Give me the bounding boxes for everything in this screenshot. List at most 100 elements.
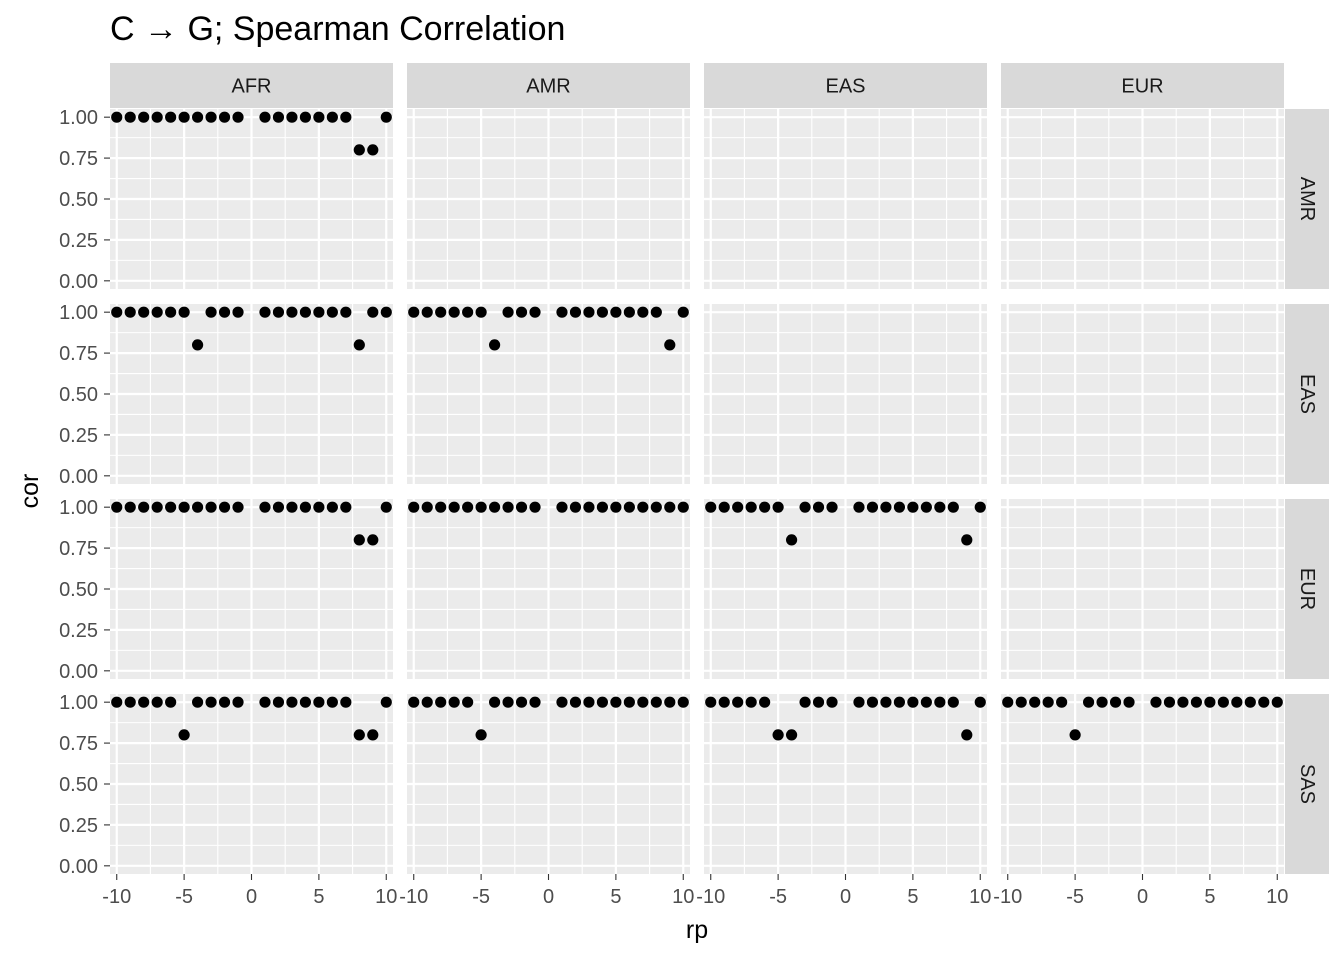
- data-point: [745, 696, 757, 708]
- data-point: [462, 696, 474, 708]
- row-strip-background: [1285, 499, 1329, 679]
- panel-eas-eas: [704, 304, 987, 484]
- chart-title: C → G; Spearman Correlation: [110, 10, 565, 48]
- x-tick-label: 5: [1204, 886, 1215, 908]
- data-point: [732, 501, 744, 513]
- y-tick-label: 1.00: [59, 302, 98, 324]
- data-point: [650, 696, 662, 708]
- data-point: [165, 696, 177, 708]
- data-point: [353, 339, 365, 351]
- data-point: [448, 696, 460, 708]
- data-point: [529, 501, 541, 513]
- data-point: [232, 306, 244, 318]
- panel-eas-amr: [407, 304, 690, 484]
- data-point: [286, 111, 298, 123]
- data-point: [299, 306, 312, 318]
- data-point: [1069, 729, 1081, 741]
- row-strip-background: [1285, 304, 1329, 484]
- data-point: [178, 729, 190, 741]
- data-point: [947, 696, 959, 708]
- data-point: [677, 306, 689, 318]
- data-point: [610, 696, 622, 708]
- data-point: [1163, 696, 1176, 708]
- data-point: [111, 696, 123, 708]
- data-point: [205, 696, 217, 708]
- row-strip-label: EAS: [1296, 374, 1318, 414]
- data-point: [286, 696, 298, 708]
- x-tick-label: 10: [1266, 886, 1288, 908]
- x-tick-label: 10: [375, 886, 397, 908]
- data-point: [502, 501, 514, 513]
- data-point: [340, 111, 352, 123]
- data-point: [637, 501, 649, 513]
- data-point: [218, 306, 231, 318]
- data-point: [111, 306, 123, 318]
- data-point: [677, 501, 689, 513]
- y-tick-label: 0.00: [59, 661, 98, 683]
- y-tick-label: 0.50: [59, 774, 98, 796]
- panel-eas-afr: [110, 304, 393, 484]
- data-point: [650, 306, 662, 318]
- data-point: [299, 501, 312, 513]
- x-tick-label: -10: [102, 886, 131, 908]
- data-point: [1096, 696, 1108, 708]
- data-point: [488, 501, 501, 513]
- y-tick-label: 0.25: [59, 425, 98, 447]
- data-point: [151, 501, 163, 513]
- panel-eur-eas: [704, 499, 987, 679]
- data-point: [1015, 696, 1027, 708]
- x-tick-label: 10: [672, 886, 694, 908]
- data-point: [974, 501, 986, 513]
- y-tick-label: 0.00: [59, 466, 98, 488]
- row-strip-label: SAS: [1296, 764, 1318, 804]
- data-point: [623, 306, 635, 318]
- data-point: [515, 306, 528, 318]
- data-point: [529, 306, 541, 318]
- data-point: [759, 696, 771, 708]
- data-point: [920, 696, 932, 708]
- data-point: [178, 501, 190, 513]
- data-point: [299, 696, 312, 708]
- x-tick-label: -5: [769, 886, 787, 908]
- x-tick-label: -10: [696, 886, 725, 908]
- data-point: [151, 696, 163, 708]
- panel-amr-amr: [407, 109, 690, 289]
- data-point: [151, 306, 163, 318]
- data-point: [772, 501, 784, 513]
- data-point: [610, 501, 622, 513]
- x-axis-title: rp: [686, 916, 708, 944]
- data-point: [286, 306, 298, 318]
- data-point: [218, 501, 231, 513]
- data-point: [488, 696, 501, 708]
- data-point: [1271, 696, 1283, 708]
- data-point: [380, 111, 392, 123]
- data-point: [934, 501, 946, 513]
- y-tick-label: 0.50: [59, 189, 98, 211]
- data-point: [340, 306, 352, 318]
- data-point: [569, 696, 582, 708]
- data-point: [1029, 696, 1041, 708]
- data-point: [272, 696, 285, 708]
- y-tick-label: 0.75: [59, 148, 98, 170]
- data-point: [1217, 696, 1229, 708]
- y-tick-label: 0.75: [59, 538, 98, 560]
- x-tick-label: 0: [840, 886, 851, 908]
- data-point: [529, 696, 541, 708]
- panel-sas-eas: [704, 694, 987, 874]
- data-point: [313, 111, 325, 123]
- column-strips: AFR AMR EAS EUR: [110, 63, 1284, 108]
- data-point: [880, 501, 892, 513]
- data-point: [340, 501, 352, 513]
- x-tick-label: 0: [246, 886, 257, 908]
- data-point: [664, 339, 676, 351]
- data-point: [799, 501, 811, 513]
- data-point: [475, 501, 487, 513]
- data-point: [259, 111, 271, 123]
- data-point: [812, 696, 825, 708]
- data-point: [124, 696, 136, 708]
- column-strip-background: [1001, 63, 1284, 108]
- data-point: [556, 696, 568, 708]
- y-tick-label: 0.75: [59, 343, 98, 365]
- data-point: [1123, 696, 1135, 708]
- y-axis: 0.00 0.25 0.50 0.75 1.00 0.00 0.25 0.50 0.75 1.00…: [59, 107, 110, 878]
